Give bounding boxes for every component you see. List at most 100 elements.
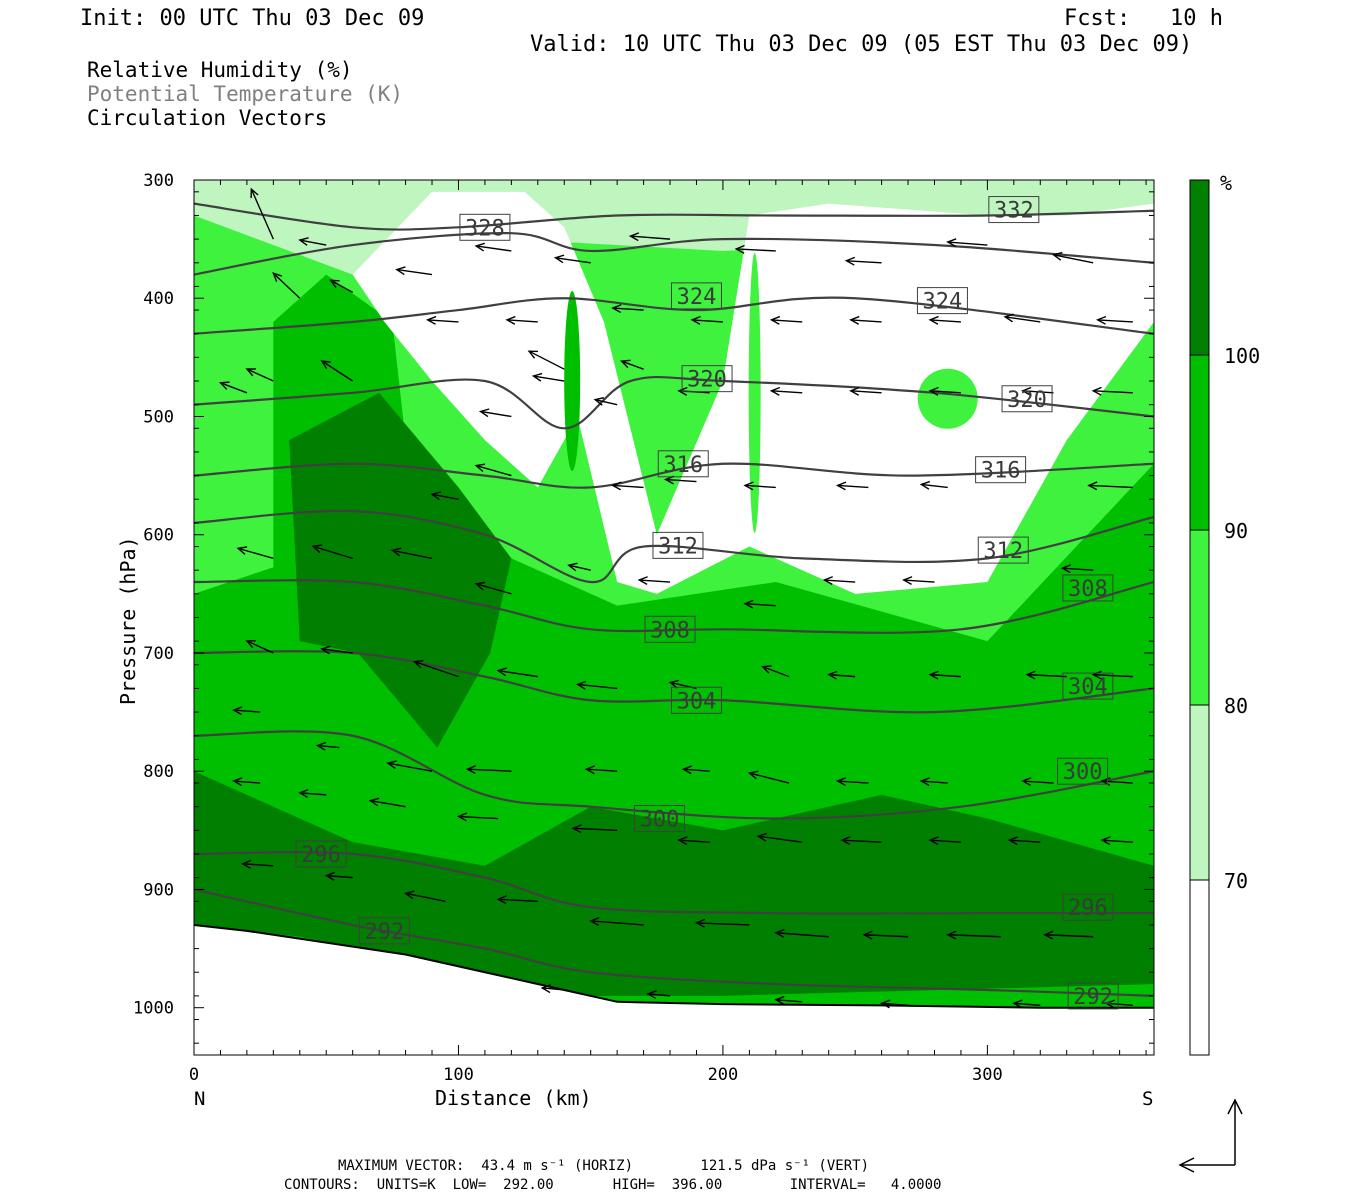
theta-label-300-1: 300	[1063, 760, 1103, 785]
vector-97	[542, 987, 565, 991]
vector-90	[498, 898, 538, 902]
vector-head-64	[1091, 670, 1102, 680]
vector-head-77	[298, 788, 309, 798]
vector-79	[458, 815, 499, 820]
vector-67	[387, 762, 433, 772]
theta-label-box-320-1	[1001, 385, 1053, 413]
vector-51	[392, 549, 433, 560]
vector-101	[1013, 1002, 1041, 1007]
vector-head-2	[298, 237, 309, 246]
theta-label-box-328-0	[459, 213, 511, 241]
vector-head-51	[390, 547, 402, 557]
vector-head-68	[465, 765, 476, 775]
vector-45	[903, 579, 935, 583]
vector-68	[467, 768, 512, 772]
vector-102	[1106, 1002, 1133, 1007]
theta-label-312-1: 312	[983, 539, 1023, 564]
vector-88	[326, 874, 353, 879]
y-tick-label-900: 900	[143, 880, 174, 900]
colorbar-level-70: 70	[1224, 869, 1248, 893]
theta-label-332-0: 332	[994, 199, 1034, 224]
vector-80	[573, 827, 618, 832]
vector-head-6	[245, 368, 256, 377]
vector-head-79	[456, 812, 468, 822]
vector-10	[533, 375, 565, 382]
rh-column-140km	[564, 291, 581, 472]
vector-60	[762, 665, 790, 678]
theta-label-324-0: 324	[677, 285, 717, 310]
vector-head-47	[743, 599, 754, 609]
vector-head-91	[589, 917, 600, 926]
vector-33	[771, 390, 803, 394]
vector-56	[414, 660, 459, 678]
init-time: Init: 00 UTC Thu 03 Dec 09	[80, 6, 425, 31]
theta-label-box-320-0	[681, 365, 733, 393]
theta-label-324-1: 324	[923, 290, 963, 315]
vector-5	[220, 382, 248, 394]
vector-head-67	[386, 760, 397, 770]
vector-92	[696, 922, 750, 926]
vector-74	[1022, 780, 1054, 784]
rh-shading	[194, 180, 1154, 1055]
theta-label-312-0: 312	[658, 534, 698, 559]
vector-head-97	[540, 984, 551, 994]
vector-61	[828, 673, 856, 678]
vector-0	[250, 188, 274, 240]
vector-head-41	[835, 481, 847, 491]
forecast-hour: Fcst: 10 h	[1064, 6, 1223, 31]
vector-head-12	[395, 266, 406, 276]
vector-37	[528, 350, 565, 370]
theta-label-box-300-1	[1057, 757, 1109, 785]
vector-44	[1062, 567, 1094, 571]
legend-relative-humidity: Relative Humidity (%)	[87, 58, 353, 82]
vector-head-8	[430, 491, 441, 501]
vector-head-80	[571, 824, 582, 834]
y-tick-label-500: 500	[143, 407, 174, 427]
vector-head-40	[611, 481, 622, 491]
colorbar-level-90: 90	[1224, 519, 1248, 543]
theta-label-296-1: 296	[1068, 896, 1108, 921]
vector-head-92	[694, 918, 706, 928]
vector-54	[246, 640, 274, 654]
vector-47	[744, 602, 776, 607]
theta-label-box-292-1	[1067, 982, 1119, 1010]
vector-6	[246, 368, 274, 382]
vector-head-86	[1100, 836, 1111, 846]
rh-band-100-1	[289, 392, 512, 748]
vector-89	[405, 892, 446, 902]
theta-label-box-308-1	[1062, 574, 1114, 602]
vector-head-99	[774, 995, 785, 1005]
vector-head-29	[1091, 386, 1102, 396]
vector-9	[480, 410, 512, 418]
vector-93	[775, 932, 829, 938]
vector-26	[930, 319, 961, 323]
vector-28	[1097, 319, 1133, 323]
y-tick-label-600: 600	[143, 526, 174, 546]
ground-line	[194, 923, 1154, 1009]
vector-7	[321, 360, 354, 382]
vector-66	[317, 744, 340, 749]
vector-head-1	[273, 140, 281, 149]
vector-46	[824, 579, 856, 583]
theta-label-box-304-1	[1062, 672, 1114, 700]
theta-label-box-316-1	[975, 456, 1027, 484]
y-tick-label-800: 800	[143, 762, 174, 782]
vector-head-35	[620, 359, 631, 369]
vector-14	[555, 257, 591, 264]
vector-29	[1093, 390, 1133, 394]
theta-contour-labels: 332 328 324 324 320 320 316 316 312 312 308 308 304 3…	[295, 196, 1119, 1010]
vector-head-24	[769, 315, 781, 325]
theta-label-box-324-1	[916, 287, 968, 315]
theta-label-320-0: 320	[687, 368, 727, 393]
vector-98	[647, 993, 671, 997]
theta-label-box-296-1	[1062, 893, 1114, 921]
theta-contours	[194, 202, 1154, 997]
theta-label-box-312-0	[652, 531, 704, 559]
vector-head-38	[743, 481, 754, 491]
vector-head-101	[1012, 999, 1023, 1009]
vector-head-61	[827, 670, 838, 680]
vector-head-100	[880, 999, 891, 1009]
y-tick-label-300: 300	[143, 171, 174, 191]
vector-40	[612, 484, 644, 489]
